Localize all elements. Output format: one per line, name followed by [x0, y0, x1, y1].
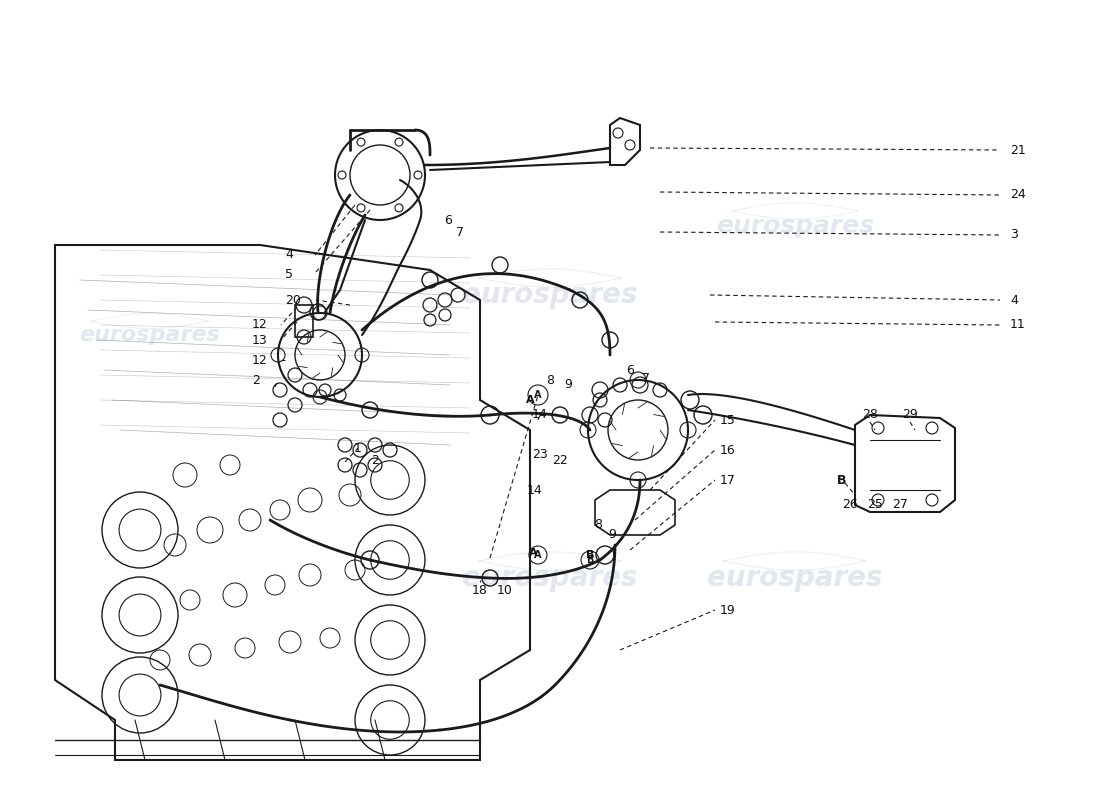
Text: 22: 22	[552, 454, 568, 466]
Text: 6: 6	[626, 363, 634, 377]
Text: A: A	[535, 550, 541, 560]
Text: 18: 18	[472, 583, 488, 597]
Text: 9: 9	[608, 529, 616, 542]
Text: eurospares: eurospares	[716, 214, 874, 238]
Text: 20: 20	[285, 294, 301, 306]
Text: 29: 29	[902, 409, 917, 422]
Text: 12: 12	[252, 354, 267, 366]
Text: 23: 23	[532, 449, 548, 462]
Text: eurospares: eurospares	[462, 564, 638, 592]
Text: 24: 24	[1010, 189, 1025, 202]
Text: 10: 10	[497, 583, 513, 597]
Text: 5: 5	[285, 269, 293, 282]
Text: 8: 8	[546, 374, 554, 386]
Text: 6: 6	[444, 214, 452, 226]
Text: 13: 13	[252, 334, 267, 346]
Text: 9: 9	[564, 378, 572, 391]
Text: 27: 27	[892, 498, 907, 511]
Text: B: B	[586, 550, 594, 560]
Text: 26: 26	[843, 498, 858, 511]
Text: 14: 14	[527, 483, 543, 497]
Bar	[295, 305, 313, 337]
Text: B: B	[586, 555, 594, 565]
Text: eurospares: eurospares	[707, 564, 882, 592]
Text: 16: 16	[720, 443, 736, 457]
Text: 2: 2	[371, 454, 378, 466]
Text: 8: 8	[594, 518, 602, 531]
Text: 28: 28	[862, 409, 878, 422]
Text: A: A	[529, 548, 537, 558]
Text: 3: 3	[1010, 229, 1018, 242]
Text: 14: 14	[532, 409, 548, 422]
Text: 4: 4	[1010, 294, 1018, 306]
Text: eurospares: eurospares	[79, 325, 220, 345]
Text: 1: 1	[354, 442, 362, 454]
Text: 25: 25	[867, 498, 883, 511]
Text: 12: 12	[252, 318, 267, 331]
Text: 19: 19	[720, 603, 736, 617]
Text: eurospares: eurospares	[462, 281, 638, 309]
Text: 7: 7	[642, 371, 650, 385]
Text: A: A	[526, 395, 535, 405]
Text: 17: 17	[720, 474, 736, 486]
Text: 21: 21	[1010, 143, 1025, 157]
Text: 7: 7	[456, 226, 464, 238]
Text: 11: 11	[1010, 318, 1025, 331]
Text: B: B	[837, 474, 847, 486]
Text: A: A	[535, 390, 541, 400]
Text: 4: 4	[285, 249, 293, 262]
Text: 2: 2	[252, 374, 260, 386]
Text: 15: 15	[720, 414, 736, 426]
